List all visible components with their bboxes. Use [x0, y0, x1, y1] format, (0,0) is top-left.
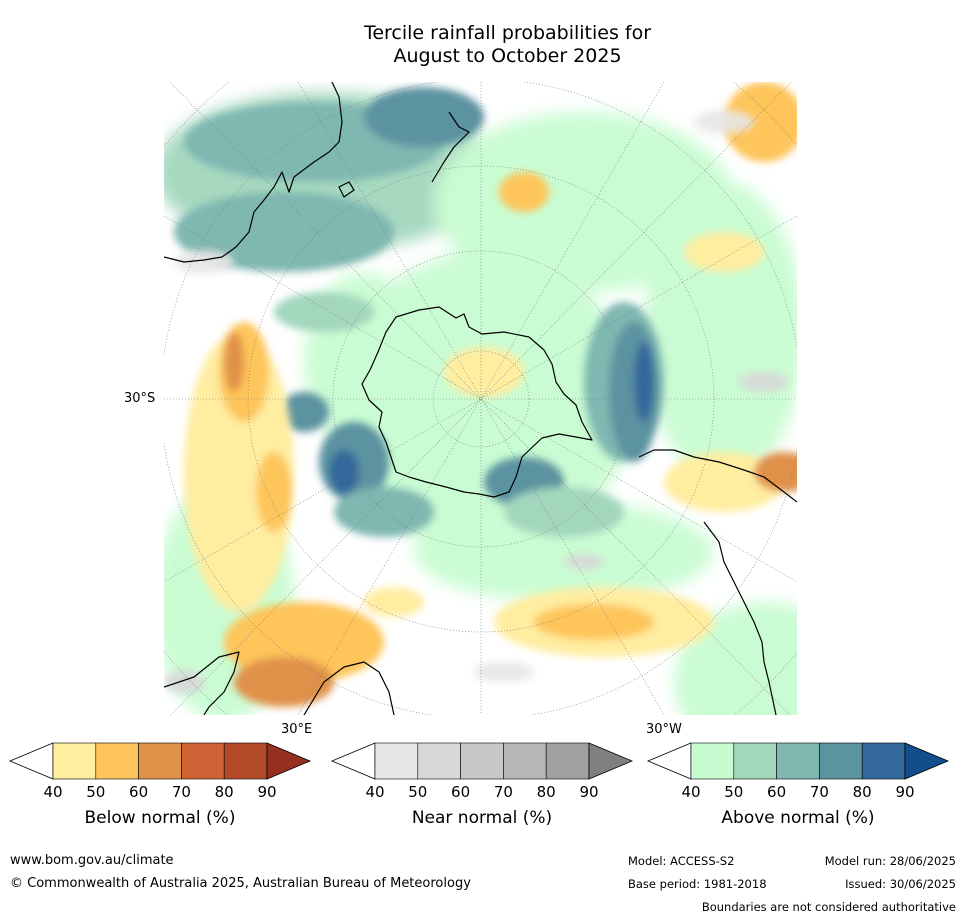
model-text: Model: ACCESS-S2: [628, 854, 735, 868]
south-america-coast: [638, 449, 797, 503]
colorbar-tick-label: 70: [809, 783, 829, 801]
colorbar-tick-label: 50: [408, 783, 428, 801]
colorbar-tick-label: 40: [681, 783, 701, 801]
colorbar-tick-label: 70: [493, 783, 513, 801]
colorbar-ticks-above: 40 50 60 70 80 90: [648, 783, 948, 801]
colorbar-title-near: Near normal (%): [411, 808, 553, 828]
colorbar-ticks-near: 40 50 60 70 80 90: [332, 783, 632, 801]
colorbar-above-lower-extend: [646, 742, 692, 780]
colorbar-near-segment: [417, 742, 461, 780]
tasmania-coast: [338, 181, 355, 198]
colorbar-tick-label: 60: [129, 783, 149, 801]
colorbar-below-segment: [95, 742, 139, 780]
new-zealand-coast: [431, 111, 470, 183]
colorbar-above-upper-extend: [904, 742, 950, 780]
copyright-text: © Commonwealth of Australia 2025, Austra…: [10, 876, 471, 891]
colorbar-above-segment: [819, 742, 863, 780]
colorbar-below-segment: [223, 742, 268, 780]
colorbar-tick-label: 60: [451, 783, 471, 801]
map-title: Tercile rainfall probabilities for Augus…: [0, 22, 965, 68]
colorbar-above-normal: [646, 742, 950, 783]
issued-text: Issued: 30/06/2025: [845, 877, 956, 891]
colorbar-title-above: Above normal (%): [721, 808, 875, 828]
colorbar-above-segment: [690, 742, 735, 780]
colorbar-near-segment: [374, 742, 419, 780]
longitude-label-east: 30°E: [281, 722, 313, 737]
colorbar-tick-label: 90: [895, 783, 915, 801]
colorbar-tick-label: 50: [724, 783, 744, 801]
colorbar-tick-label: 70: [171, 783, 191, 801]
colorbar-near-upper-extend: [588, 742, 634, 780]
australia-coast: [164, 82, 343, 263]
colorbar-below-segment: [181, 742, 225, 780]
colorbar-near-lower-extend: [330, 742, 376, 780]
africa-coast: [164, 651, 240, 715]
probability-field: [164, 82, 797, 715]
model-run-text: Model run: 28/06/2025: [824, 854, 956, 868]
graticule: [164, 82, 797, 715]
colorbar-title-below: Below normal (%): [84, 808, 236, 828]
colorbar-above-segment: [861, 742, 906, 780]
colorbar-above-segment: [733, 742, 777, 780]
colorbar-tick-label: 90: [257, 783, 277, 801]
coastlines: [164, 82, 797, 715]
colorbar-ticks-below: 40 50 60 70 80 90: [10, 783, 310, 801]
title-line-2: August to October 2025: [393, 45, 622, 67]
colorbar-above-segment: [776, 742, 820, 780]
antarctica-coast: [361, 306, 593, 498]
colorbar-tick-label: 60: [767, 783, 787, 801]
base-period-text: Base period: 1981-2018: [628, 877, 767, 891]
rainfall-probability-map: [164, 82, 797, 715]
title-line-1: Tercile rainfall probabilities for: [363, 22, 652, 44]
colorbar-tick-label: 40: [43, 783, 63, 801]
website-link[interactable]: www.bom.gov.au/climate: [10, 853, 174, 868]
colorbar-tick-label: 90: [579, 783, 599, 801]
colorbar-tick-label: 50: [86, 783, 106, 801]
colorbar-below-segment: [52, 742, 97, 780]
latitude-label: 30°S: [124, 391, 156, 406]
colorbar-near-segment: [503, 742, 547, 780]
colorbar-near-segment: [460, 742, 504, 780]
longitude-label-west: 30°W: [646, 722, 682, 737]
colorbar-near-svg: [330, 742, 634, 780]
map-canvas: [164, 82, 797, 715]
disclaimer-text: Boundaries are not considered authoritat…: [701, 900, 956, 914]
colorbar-below-normal: [8, 742, 312, 783]
colorbar-tick-label: 80: [852, 783, 872, 801]
colorbar-below-svg: [8, 742, 312, 780]
colorbar-tick-label: 80: [214, 783, 234, 801]
colorbar-below-lower-extend: [8, 742, 54, 780]
colorbar-tick-label: 80: [536, 783, 556, 801]
colorbar-below-segment: [138, 742, 182, 780]
colorbar-near-normal: [330, 742, 634, 783]
colorbar-tick-label: 40: [365, 783, 385, 801]
colorbar-near-segment: [545, 742, 590, 780]
colorbar-below-upper-extend: [266, 742, 312, 780]
colorbar-above-svg: [646, 742, 950, 780]
